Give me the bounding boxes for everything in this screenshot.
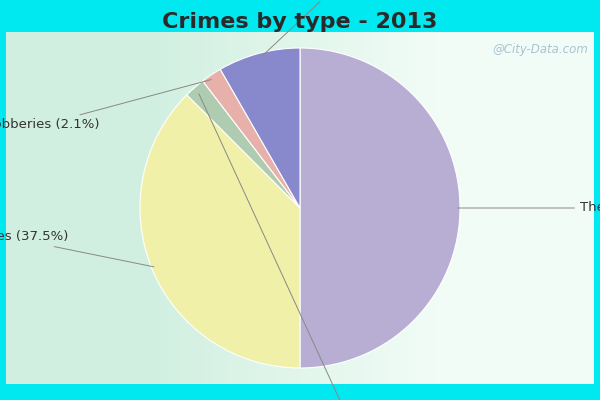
- Text: Robberies (2.1%): Robberies (2.1%): [0, 80, 211, 131]
- Text: @City-Data.com: @City-Data.com: [492, 42, 588, 56]
- Wedge shape: [203, 69, 300, 208]
- Text: Rapes (2.1%): Rapes (2.1%): [199, 94, 400, 400]
- Text: Thefts (50.0%): Thefts (50.0%): [458, 202, 600, 214]
- Wedge shape: [187, 81, 300, 208]
- Text: Burglaries (37.5%): Burglaries (37.5%): [0, 230, 154, 267]
- Text: Auto thefts (8.3%): Auto thefts (8.3%): [262, 0, 393, 56]
- Wedge shape: [140, 95, 300, 368]
- Wedge shape: [300, 48, 460, 368]
- Text: Crimes by type - 2013: Crimes by type - 2013: [163, 12, 437, 32]
- Wedge shape: [220, 48, 300, 208]
